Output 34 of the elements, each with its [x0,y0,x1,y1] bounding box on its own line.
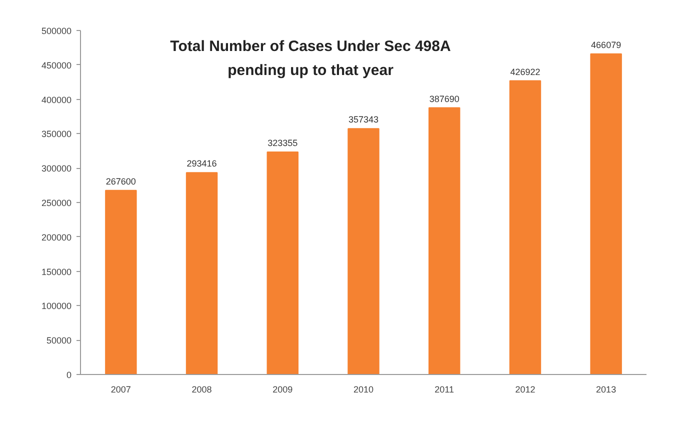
y-tick-label: 350000 [41,129,72,140]
text: Total Number of Cases Under Sec 498A [170,38,451,55]
data-label: 323355 [268,138,298,148]
bar [590,53,622,374]
bar [105,190,137,374]
x-tick-label: 2013 [596,384,616,394]
bar [266,152,299,374]
x-tick-label: 2010 [353,384,374,394]
data-label: 466079 [591,40,622,50]
y-tick-label: 300000 [41,164,72,174]
y-tick-label: 150000 [41,266,72,277]
bar [509,80,542,374]
y-tick-label: 250000 [41,198,72,208]
data-label: 387690 [429,94,460,104]
data-label: 267600 [106,176,136,186]
data-label: 357343 [348,114,379,125]
data-label: 293416 [186,158,217,169]
x-tick-label: 2007 [110,384,131,394]
y-tick-label: 0 [66,370,72,380]
y-tick-label: 500000 [41,26,72,36]
bar [428,107,460,374]
y-tick-label: 450000 [41,60,72,70]
y-tick-label: 400000 [41,94,72,105]
bar [186,172,218,374]
x-tick-label: 2012 [515,384,536,394]
y-tick-label: 50000 [46,336,72,346]
text: pending up to that year [228,62,394,79]
x-tick-label: 2011 [434,384,454,394]
y-tick-label: 200000 [41,232,72,242]
bar [348,128,380,374]
x-tick-label: 2008 [192,384,212,394]
y-tick-label: 100000 [41,301,72,312]
x-tick-label: 2009 [272,384,293,394]
data-label: 426922 [510,66,540,77]
